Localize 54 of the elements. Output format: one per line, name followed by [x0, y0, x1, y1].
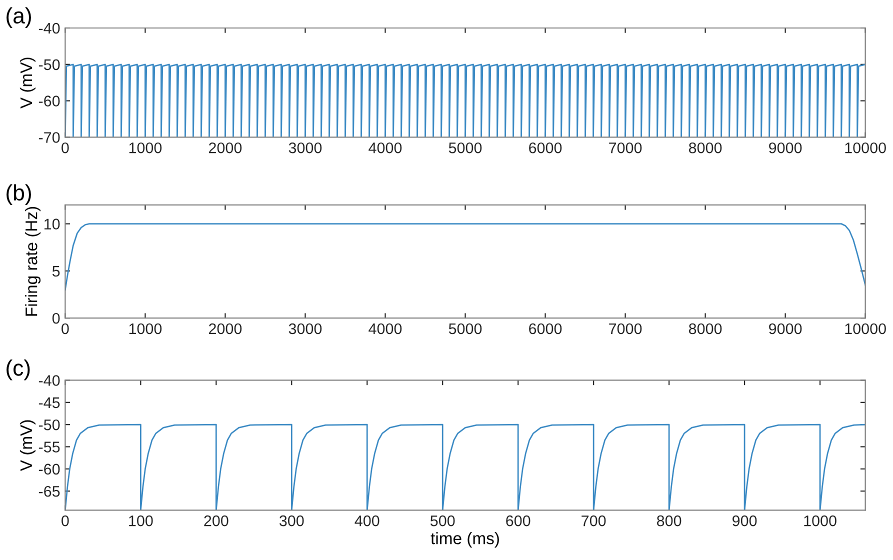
x-tick-label: 700: [582, 515, 606, 526]
x-tick-label: 1000: [129, 142, 162, 154]
y-tick-label: 5: [52, 266, 60, 277]
x-tick-label: 4000: [368, 323, 402, 334]
y-tick-label: -40: [38, 22, 60, 34]
x-tick-label: 0: [62, 515, 69, 526]
x-tick-label: 6000: [529, 323, 562, 334]
x-tick-label: 7000: [609, 142, 642, 154]
x-tick-label: 2000: [208, 142, 242, 154]
line-series: [65, 223, 866, 290]
x-tick-label: 300: [279, 515, 304, 526]
y-axis-title: Firing rate (Hz): [25, 206, 41, 316]
x-tick-label: 4000: [368, 142, 402, 154]
chart-title: (b): [6, 184, 31, 205]
x-tick-label: 9000: [769, 323, 802, 334]
x-tick-label: 5000: [448, 142, 482, 154]
x-tick-label: 400: [354, 515, 380, 526]
y-tick-label: -50: [38, 59, 60, 70]
x-tick-label: 1000: [804, 515, 836, 526]
y-tick-label: -45: [38, 397, 60, 408]
y-axis-title: V (mV): [20, 58, 36, 108]
x-tick-label: 0: [62, 142, 69, 154]
y-tick-label: -60: [38, 464, 60, 475]
y-tick-label: -55: [38, 442, 60, 452]
x-tick-label: 3000: [288, 323, 322, 334]
x-tick-label: 600: [506, 515, 530, 526]
y-tick-label: -40: [38, 375, 60, 386]
chart-title: (a): [6, 7, 31, 28]
x-tick-label: 800: [656, 515, 682, 526]
x-tick-label: 7000: [609, 323, 642, 334]
x-tick-label: 5000: [448, 323, 482, 334]
y-axis-title: V (mV): [20, 420, 36, 472]
y-tick-label: -60: [38, 96, 60, 106]
y-tick-label: -65: [38, 486, 60, 497]
chart-title: (c): [6, 360, 30, 380]
x-tick-label: 100: [129, 515, 153, 526]
x-tick-label: 10000: [845, 142, 886, 154]
x-tick-label: 900: [732, 515, 757, 526]
x-tick-label: 2000: [208, 323, 242, 334]
y-tick-label: -50: [38, 419, 60, 430]
x-tick-label: 500: [430, 515, 455, 526]
x-tick-label: 200: [204, 515, 228, 526]
y-tick-label: 0: [52, 312, 60, 324]
x-tick-label: 8000: [688, 323, 722, 334]
x-tick-label: 10000: [845, 323, 886, 334]
x-tick-label: 6000: [529, 142, 562, 154]
x-tick-label: 1000: [129, 323, 162, 334]
y-tick-label: -70: [38, 132, 60, 143]
x-tick-label: 8000: [688, 142, 722, 154]
x-tick-label: 9000: [769, 142, 802, 154]
x-axis-title: time (ms): [430, 532, 499, 548]
x-tick-label: 3000: [288, 142, 322, 154]
y-tick-label: 10: [44, 218, 60, 230]
x-tick-label: 0: [62, 323, 69, 334]
